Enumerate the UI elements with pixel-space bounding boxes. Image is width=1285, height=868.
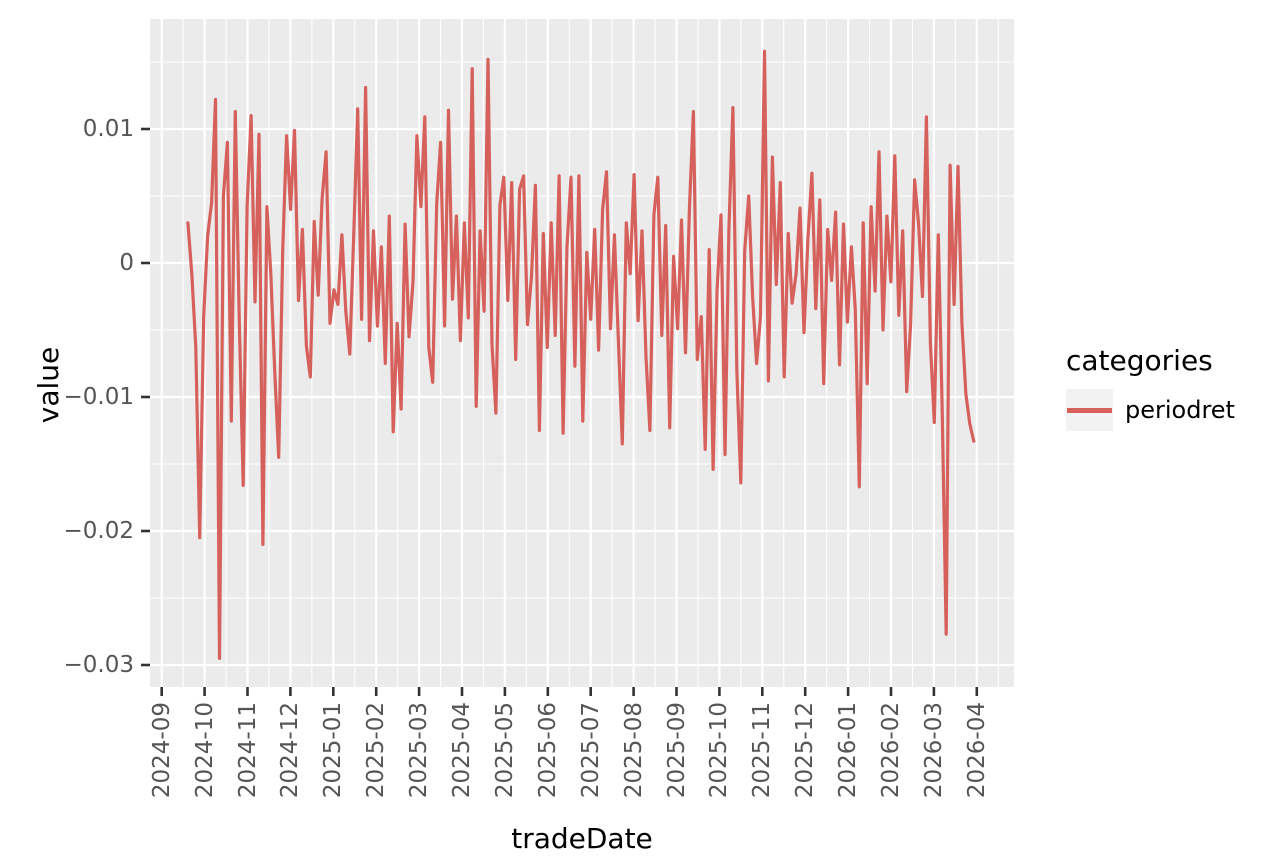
- x-tick-label: 2026-01: [835, 702, 862, 799]
- x-tick-label: 2024-10: [191, 702, 218, 799]
- x-tick-label: 2024-12: [277, 702, 304, 799]
- y-tick-label: 0: [119, 250, 134, 276]
- x-tick-label: 2026-04: [963, 702, 990, 799]
- x-tick-label: 2025-01: [320, 702, 347, 799]
- legend-key-swatch: [1066, 389, 1113, 431]
- x-tick-label: 2026-03: [920, 702, 947, 799]
- legend-key-line-icon: [1067, 407, 1112, 413]
- legend-entry: periodret: [1066, 389, 1235, 431]
- x-tick-label: 2025-04: [449, 702, 475, 799]
- y-tick-label: 0.01: [82, 116, 134, 142]
- y-tick-label: −0.02: [63, 518, 134, 544]
- y-tick-label: −0.01: [63, 384, 134, 410]
- y-tick-label: −0.03: [63, 652, 134, 678]
- x-tick-label: 2025-10: [706, 702, 733, 799]
- x-tick-label: 2025-09: [663, 702, 690, 799]
- legend: categories periodret: [1066, 344, 1235, 431]
- x-axis-title: tradeDate: [511, 822, 653, 855]
- x-tick-label: 2025-12: [792, 702, 819, 799]
- x-tick-label: 2025-07: [577, 702, 604, 799]
- x-tick-label: 2025-05: [491, 702, 518, 799]
- x-tick-label: 2025-06: [534, 702, 561, 799]
- x-tick-label: 2024-09: [148, 702, 175, 799]
- x-tick-label: 2025-08: [620, 702, 647, 799]
- x-tick-label: 2025-02: [363, 702, 390, 799]
- series-line-periodret: [186, 49, 976, 660]
- x-tick-label: 2026-02: [878, 702, 904, 799]
- x-tick-label: 2025-03: [406, 702, 433, 799]
- x-tick-label: 2024-11: [234, 702, 261, 799]
- legend-entry-label: periodret: [1125, 396, 1235, 424]
- legend-title: categories: [1066, 344, 1213, 377]
- x-tick-label: 2025-11: [749, 702, 776, 799]
